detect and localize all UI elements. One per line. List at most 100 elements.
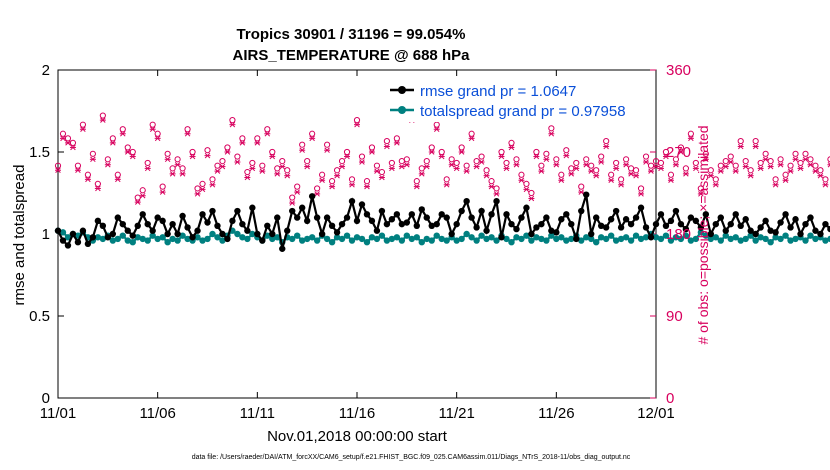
obs-possible-marker — [328, 178, 336, 185]
obs-assimilated-marker — [229, 121, 236, 128]
obs-assimilated-marker — [109, 140, 116, 146]
obs-assimilated-marker — [84, 176, 91, 183]
totalspread-point — [682, 232, 690, 239]
obs-possible-marker — [159, 183, 166, 190]
obs-assimilated-marker — [543, 156, 550, 163]
rmse-point — [74, 239, 82, 246]
obs-assimilated-marker — [169, 171, 176, 177]
rmse-point — [174, 230, 181, 238]
rmse-point — [398, 220, 406, 228]
obs-possible-marker — [333, 167, 341, 174]
obs-assimilated-marker — [184, 131, 191, 137]
obs-assimilated-marker — [578, 189, 585, 195]
obs-possible-marker — [812, 162, 819, 169]
rmse-point — [239, 220, 246, 228]
rmse-point — [493, 198, 500, 205]
obs-possible-marker — [488, 178, 495, 185]
totalspread-point — [214, 234, 221, 241]
obs-assimilated-marker — [433, 126, 440, 132]
obs-possible-marker — [314, 185, 321, 192]
rmse-point — [298, 204, 306, 211]
obs-assimilated-marker — [662, 153, 669, 160]
rmse-point — [602, 224, 610, 231]
totalspread-point — [712, 234, 719, 241]
obs-assimilated-marker — [453, 165, 460, 172]
rmse-point — [588, 230, 595, 238]
obs-possible-marker — [378, 168, 386, 176]
totalspread-point — [403, 232, 411, 239]
obs-assimilated-marker — [129, 153, 136, 160]
rmse-point — [702, 211, 710, 218]
obs-possible-marker — [214, 162, 221, 169]
rmse-point — [652, 220, 660, 228]
y-tick-label: 0 — [42, 390, 50, 407]
obs-assimilated-marker — [483, 172, 490, 179]
right-y-tick-label: 90 — [666, 308, 683, 325]
x-tick-label: 12/01 — [637, 405, 675, 422]
obs-possible-marker — [403, 156, 410, 163]
rmse-point — [448, 230, 455, 238]
totalspread-point — [194, 234, 201, 241]
totalspread-point — [438, 235, 445, 243]
obs-assimilated-marker — [388, 165, 395, 172]
obs-assimilated-marker — [199, 186, 206, 193]
obs-assimilated-marker — [503, 165, 510, 172]
rmse-point — [687, 214, 695, 221]
obs-possible-marker — [169, 165, 176, 172]
obs-assimilated-marker — [468, 135, 475, 142]
rmse-point — [722, 227, 729, 234]
totalspread-point — [109, 237, 117, 244]
rmse-point — [59, 237, 67, 244]
right-y-tick-label: 180 — [666, 226, 691, 243]
totalspread-point — [782, 232, 789, 239]
obs-possible-marker — [84, 171, 92, 178]
obs-assimilated-stroke — [827, 164, 830, 168]
obs-assimilated-marker — [712, 182, 719, 188]
obs-possible-marker — [548, 125, 555, 132]
totalspread-point — [169, 235, 176, 243]
rmse-point — [548, 227, 555, 234]
totalspread-point — [139, 235, 146, 243]
obs-possible-marker — [279, 158, 286, 165]
obs-possible-marker — [618, 176, 625, 183]
rmse-point — [184, 224, 191, 231]
obs-assimilated-marker — [613, 165, 620, 172]
obs-possible-marker — [154, 130, 161, 137]
rmse-point — [94, 217, 102, 225]
rmse-point — [533, 224, 540, 231]
rmse-point — [348, 198, 356, 205]
obs-possible-marker — [304, 158, 311, 165]
totalspread-point — [757, 234, 764, 241]
rmse-point — [199, 211, 206, 218]
totalspread-point — [697, 229, 705, 236]
legend-box — [388, 76, 650, 122]
rmse-point — [323, 214, 331, 221]
rmse-point — [468, 214, 475, 221]
totalspread-point — [393, 234, 401, 241]
obs-possible-marker — [473, 158, 480, 165]
totalspread-point — [737, 237, 744, 244]
obs-assimilated-marker — [314, 191, 321, 197]
obs-assimilated-marker — [254, 140, 261, 146]
x-tick-label: 11/26 — [538, 405, 574, 422]
rmse-point — [363, 211, 371, 218]
obs-assimilated-marker — [628, 171, 635, 177]
totalspread-point — [752, 237, 759, 244]
obs-possible-marker — [553, 156, 560, 163]
obs-assimilated-marker — [279, 163, 286, 170]
obs-possible-marker — [533, 148, 540, 156]
totalspread-point — [313, 237, 321, 244]
obs-assimilated-marker — [513, 162, 520, 168]
obs-possible-marker — [74, 162, 82, 169]
rmse-point — [662, 222, 670, 229]
totalspread-point — [383, 237, 391, 244]
rmse-point — [378, 207, 386, 215]
totalspread-point — [548, 232, 555, 239]
obs-assimilated-marker — [737, 143, 744, 150]
obs-assimilated-marker — [752, 143, 759, 150]
obs-assimilated-marker — [438, 153, 445, 160]
rmse-point — [583, 191, 590, 198]
legend-rmse-label: rmse grand pr = 1.0647 — [420, 83, 576, 100]
rmse-point — [109, 230, 117, 238]
rmse-point — [672, 207, 680, 215]
